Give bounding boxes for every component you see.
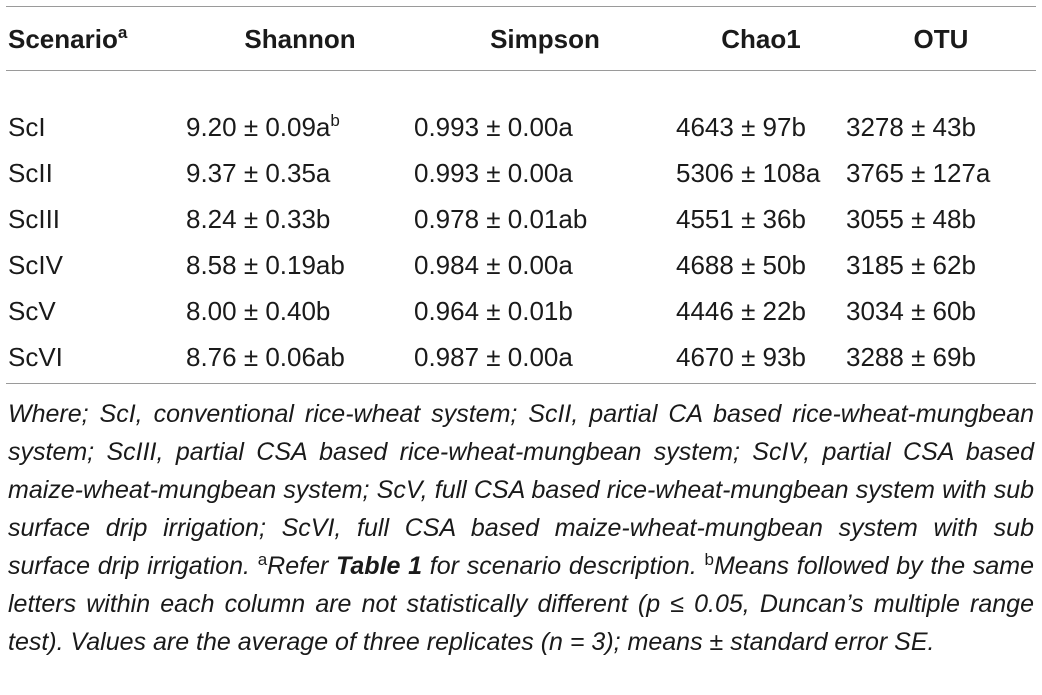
cell-otu: 3034 ± 60b (846, 295, 976, 326)
cell-chao1: 4643 ± 97b (676, 111, 806, 142)
footnote-b-mark: b (704, 550, 714, 569)
header-otu: OTU (913, 23, 969, 54)
cell-otu: 3278 ± 43b (846, 111, 976, 142)
bottom-rule (6, 383, 1036, 384)
table-row: ScV 8.00 ± 0.40b 0.964 ± 0.01b 4446 ± 22… (8, 288, 1036, 334)
table-row: ScVI 8.76 ± 0.06ab 0.987 ± 0.00a 4670 ± … (8, 334, 1036, 380)
table-row: ScIII 8.24 ± 0.33b 0.978 ± 0.01ab 4551 ±… (8, 196, 1036, 242)
header-scenario: Scenarioa (8, 22, 128, 54)
footnote-marker-b: b (330, 110, 340, 130)
cell-chao1: 4551 ± 36b (676, 203, 806, 234)
cell-scenario: ScII (8, 157, 53, 188)
cell-simpson: 0.964 ± 0.01b (414, 295, 573, 326)
footnote-b-text: Means followed by the same letters withi… (8, 552, 1034, 656)
diversity-table: Scenarioa Shannon Simpson Chao1 OTU ScI … (8, 8, 1036, 380)
table-row: ScI 9.20 ± 0.09ab 0.993 ± 0.00a 4643 ± 9… (8, 70, 1036, 150)
cell-scenario: ScI (8, 111, 46, 142)
cell-scenario: ScIII (8, 203, 61, 234)
cell-otu: 3288 ± 69b (846, 341, 976, 372)
cell-simpson: 0.987 ± 0.00a (414, 341, 573, 372)
cell-simpson: 0.984 ± 0.00a (414, 249, 573, 280)
footnote-a-text-before: Refer (267, 552, 337, 580)
cell-chao1: 5306 ± 108a (676, 157, 821, 188)
header-shannon: Shannon (244, 23, 356, 54)
footnote-a-mark: a (257, 550, 268, 569)
cell-chao1: 4670 ± 93b (676, 341, 806, 372)
table-row: ScIV 8.58 ± 0.19ab 0.984 ± 0.00a 4688 ± … (8, 242, 1036, 288)
cell-chao1: 4446 ± 22b (676, 295, 806, 326)
cell-shannon: 9.20 ± 0.09ab (186, 110, 340, 142)
cell-scenario: ScV (8, 295, 56, 326)
header-row: Scenarioa Shannon Simpson Chao1 OTU (8, 8, 1036, 70)
cell-shannon: 8.24 ± 0.33b (186, 203, 331, 234)
cell-simpson: 0.978 ± 0.01ab (414, 203, 588, 234)
table-footnote: Where; ScI, conventional rice-wheat syst… (8, 395, 1034, 661)
cell-otu: 3185 ± 62b (846, 249, 976, 280)
table-row: ScII 9.37 ± 0.35a 0.993 ± 0.00a 5306 ± 1… (8, 150, 1036, 196)
cell-otu: 3055 ± 48b (846, 203, 976, 234)
cell-scenario: ScVI (8, 341, 63, 372)
cell-scenario: ScIV (8, 249, 63, 280)
cell-chao1: 4688 ± 50b (676, 249, 806, 280)
cell-shannon: 8.76 ± 0.06ab (186, 341, 345, 372)
footnote-abbreviations: Where; ScI, conventional rice-wheat syst… (8, 400, 1034, 580)
top-rule (6, 6, 1036, 7)
cell-simpson: 0.993 ± 0.00a (414, 157, 573, 188)
footnote-a-text-after: for scenario description. (422, 552, 697, 580)
footnote-marker-a: a (117, 22, 128, 42)
cell-shannon: 8.00 ± 0.40b (186, 295, 331, 326)
cell-shannon: 9.37 ± 0.35a (186, 157, 331, 188)
header-rule (6, 70, 1036, 71)
cell-shannon: 8.58 ± 0.19ab (186, 249, 345, 280)
cell-simpson: 0.993 ± 0.00a (414, 111, 573, 142)
header-simpson: Simpson (490, 23, 600, 54)
table-reference-link[interactable]: Table 1 (336, 552, 423, 580)
header-chao1: Chao1 (721, 23, 801, 54)
cell-otu: 3765 ± 127a (846, 157, 991, 188)
